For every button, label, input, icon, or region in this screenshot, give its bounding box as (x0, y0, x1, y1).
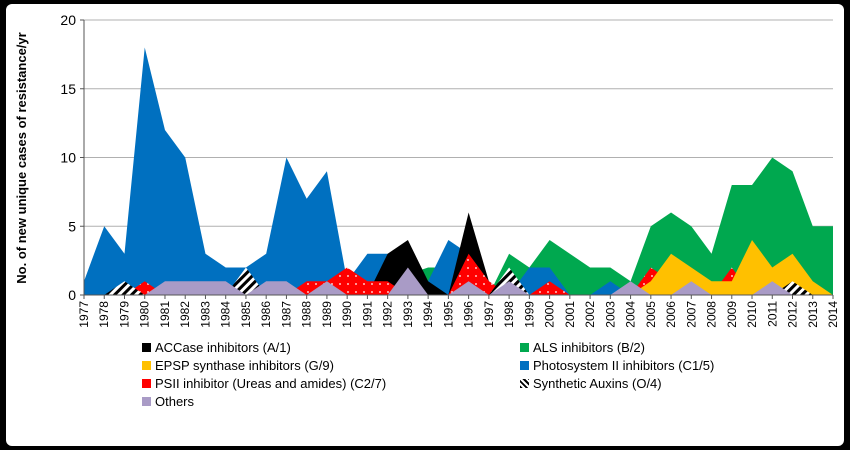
y-tick-label: 0 (68, 287, 76, 303)
y-tick-label: 10 (60, 150, 76, 166)
legend-label: PSII inhibitor (Ureas and amides) (C2/7) (155, 376, 387, 391)
x-tick-label: 1980 (138, 301, 152, 328)
legend-label: ALS inhibitors (B/2) (533, 340, 645, 355)
x-tick-label: 1984 (219, 301, 233, 328)
series-area-epsp (84, 240, 833, 295)
legend-swatch (520, 343, 529, 352)
y-tick-label: 15 (60, 81, 76, 97)
x-tick-label: 2006 (664, 301, 678, 328)
x-tick-label: 2002 (583, 301, 597, 328)
x-tick-label: 1981 (158, 301, 172, 328)
legend-item: PSII inhibitor (Ureas and amides) (C2/7) (142, 376, 386, 391)
x-tick-label: 1978 (97, 301, 111, 328)
legend-label: Others (155, 394, 195, 409)
x-tick-label: 1987 (279, 301, 293, 328)
series-area-others (84, 267, 833, 295)
series-area-photosystem (84, 47, 833, 295)
legend-item: Synthetic Auxins (O/4) (520, 376, 662, 391)
legend-item: Photosystem II inhibitors (C1/5) (520, 358, 714, 373)
x-tick-label: 2005 (644, 301, 658, 328)
x-tick-label: 1998 (502, 301, 516, 328)
x-tick-label: 2009 (725, 301, 739, 328)
legend-swatch (142, 397, 151, 406)
series-area-accase (84, 212, 833, 295)
legend-swatch (520, 361, 529, 370)
x-tick-label: 2007 (684, 301, 698, 328)
x-tick-label: 2012 (786, 301, 800, 328)
x-tick-label: 1991 (360, 301, 374, 328)
x-tick-label: 1992 (381, 301, 395, 328)
x-tick-label: 2008 (705, 301, 719, 328)
x-tick-label: 1986 (259, 301, 273, 328)
series-area-als (84, 157, 833, 295)
legend-item: ACCase inhibitors (A/1) (142, 340, 291, 355)
x-tick-label: 2011 (765, 301, 779, 327)
x-tick-label: 1995 (441, 301, 455, 328)
x-tick-label: 1982 (178, 301, 192, 328)
legend-label: ACCase inhibitors (A/1) (155, 340, 291, 355)
x-tick-label: 1999 (522, 301, 536, 328)
x-tick-label: 2004 (624, 301, 638, 328)
x-tick-label: 1979 (117, 301, 131, 328)
legend-label: Photosystem II inhibitors (C1/5) (533, 358, 715, 373)
y-tick-label: 5 (68, 218, 76, 234)
x-tick-label: 2013 (806, 301, 820, 328)
x-tick-label: 1996 (462, 301, 476, 328)
x-tick-label: 1989 (320, 301, 334, 328)
x-tick-label: 1993 (401, 301, 415, 328)
legend-item: Others (142, 394, 194, 409)
x-tick-label: 1990 (340, 301, 354, 328)
x-tick-label: 2003 (603, 301, 617, 328)
legend-swatch (142, 361, 151, 370)
x-tick-label: 1985 (239, 301, 253, 328)
x-tick-label: 2014 (826, 301, 840, 328)
x-tick-label: 1997 (482, 301, 496, 328)
legend-swatch (520, 379, 529, 388)
legend-item: ALS inhibitors (B/2) (520, 340, 645, 355)
legend-swatch (142, 379, 151, 388)
x-tick-label: 2001 (563, 301, 577, 328)
x-tick-label: 1977 (77, 301, 91, 328)
y-axis-label: No. of new unique cases of resistance/yr (14, 32, 29, 283)
legend-swatch (142, 343, 151, 352)
x-tick-label: 2010 (745, 301, 759, 328)
legend-item: EPSP synthase inhibitors (G/9) (142, 358, 334, 373)
y-tick-label: 20 (60, 12, 76, 28)
x-tick-label: 1983 (198, 301, 212, 328)
x-tick-label: 2000 (543, 301, 557, 328)
x-tick-label: 1994 (421, 301, 435, 328)
x-tick-label: 1988 (300, 301, 314, 328)
legend-label: EPSP synthase inhibitors (G/9) (155, 358, 334, 373)
legend-label: Synthetic Auxins (O/4) (533, 376, 662, 391)
